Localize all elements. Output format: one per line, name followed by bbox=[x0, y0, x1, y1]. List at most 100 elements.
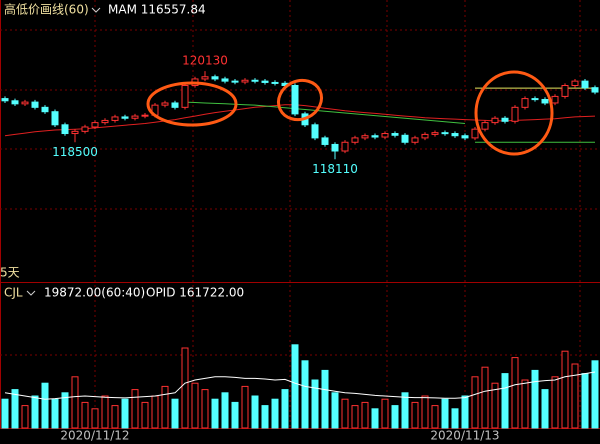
volume-bar bbox=[21, 405, 29, 429]
volume-bar bbox=[71, 376, 79, 429]
volume-bar bbox=[151, 395, 159, 429]
volume-bar bbox=[311, 379, 319, 429]
indicator-title[interactable]: 高低价画线(60) bbox=[4, 2, 89, 17]
volume-bar bbox=[91, 408, 99, 429]
candle-body bbox=[261, 80, 269, 83]
candle-body bbox=[411, 137, 419, 143]
volume-bar bbox=[381, 398, 389, 429]
candle-body bbox=[291, 85, 299, 115]
candle-body bbox=[91, 122, 99, 128]
candle-body bbox=[581, 80, 589, 89]
dropdown-icon[interactable] bbox=[26, 290, 36, 296]
candle-body bbox=[121, 116, 129, 119]
volume-bar bbox=[591, 360, 599, 429]
volume-bar bbox=[471, 376, 479, 429]
candle-body bbox=[71, 130, 79, 135]
candle-body bbox=[311, 124, 319, 139]
volume-bar bbox=[281, 389, 289, 429]
volume-bar bbox=[421, 395, 429, 429]
candle-body bbox=[381, 133, 389, 138]
x-tick-label: 2020/11/12 bbox=[60, 429, 129, 443]
candle-body bbox=[331, 143, 339, 152]
volume-bar bbox=[341, 398, 349, 429]
candle-body bbox=[11, 100, 19, 105]
volume-bar bbox=[571, 363, 579, 429]
candle-body bbox=[511, 106, 519, 122]
candle-body bbox=[321, 137, 329, 145]
volume-bar bbox=[41, 382, 49, 429]
candle-body bbox=[231, 80, 239, 83]
volume-bar bbox=[361, 401, 369, 429]
candle-body bbox=[451, 133, 459, 137]
volume-bar bbox=[581, 373, 589, 429]
volume-bar bbox=[101, 395, 109, 429]
candle-body bbox=[1, 98, 9, 102]
candle-body bbox=[361, 135, 369, 139]
candle-body bbox=[141, 114, 149, 117]
volume-bar bbox=[501, 373, 509, 429]
candle-body bbox=[471, 128, 479, 139]
candle-body bbox=[481, 122, 489, 130]
volume-bar bbox=[291, 344, 299, 429]
volume-bar bbox=[551, 376, 559, 429]
candle-body bbox=[341, 141, 349, 152]
volume-bar bbox=[231, 401, 239, 429]
dropdown-icon[interactable] bbox=[91, 7, 101, 13]
candle-body bbox=[41, 106, 49, 113]
candle-body bbox=[181, 85, 189, 108]
candle-body bbox=[221, 78, 229, 82]
volume-bar bbox=[511, 357, 519, 429]
volume-bar bbox=[271, 398, 279, 429]
candle-body bbox=[571, 80, 579, 86]
volume-bar bbox=[121, 398, 129, 429]
volume-bar bbox=[351, 405, 359, 429]
candle-body bbox=[441, 132, 449, 135]
candle-body bbox=[271, 81, 279, 84]
annotations bbox=[146, 70, 554, 156]
candle-body bbox=[521, 98, 529, 108]
candle-body bbox=[101, 119, 109, 124]
volume-title[interactable]: CJL bbox=[4, 286, 23, 300]
volume-bar bbox=[401, 392, 409, 429]
hand-drawn-circle bbox=[146, 81, 238, 127]
candle-body bbox=[211, 76, 219, 80]
candle-body bbox=[421, 133, 429, 139]
candle-body bbox=[371, 135, 379, 138]
volume-bar bbox=[211, 398, 219, 429]
volume-bar bbox=[431, 405, 439, 429]
candle-body bbox=[51, 111, 59, 126]
candle-body bbox=[491, 117, 499, 124]
volume-bar bbox=[451, 408, 459, 429]
volume-bar bbox=[181, 347, 189, 429]
candle-body bbox=[551, 95, 559, 104]
volume-bar bbox=[131, 389, 139, 429]
low-label: 118500 bbox=[52, 145, 98, 159]
volume-bar bbox=[331, 392, 339, 429]
volume-bar bbox=[441, 398, 449, 429]
volume-bar bbox=[201, 389, 209, 429]
volume-bar bbox=[561, 350, 569, 429]
candle-body bbox=[171, 102, 179, 108]
volume-bar bbox=[11, 389, 19, 429]
volume-bar bbox=[141, 401, 149, 429]
candle-body bbox=[351, 137, 359, 143]
volume-bar bbox=[31, 395, 39, 429]
low-label: 118110 bbox=[312, 162, 358, 176]
volume-value: 19872.00(60:40) bbox=[44, 286, 145, 300]
candle-body bbox=[201, 76, 209, 80]
volume-bar bbox=[191, 382, 199, 429]
volume-bar bbox=[51, 398, 59, 429]
volume-bar bbox=[81, 401, 89, 429]
volume-bar bbox=[481, 366, 489, 429]
candle-body bbox=[21, 101, 29, 105]
volume-line-value: OPID 161722.00 bbox=[146, 286, 244, 300]
x-tick-label: 2020/11/13 bbox=[430, 429, 499, 443]
candle-body bbox=[531, 98, 539, 101]
hand-drawn-circle bbox=[277, 78, 323, 122]
candle-body bbox=[81, 126, 89, 132]
candle-body bbox=[61, 124, 69, 135]
volume-bar bbox=[461, 395, 469, 429]
candle-body bbox=[591, 87, 599, 93]
plot-area bbox=[1, 0, 599, 429]
